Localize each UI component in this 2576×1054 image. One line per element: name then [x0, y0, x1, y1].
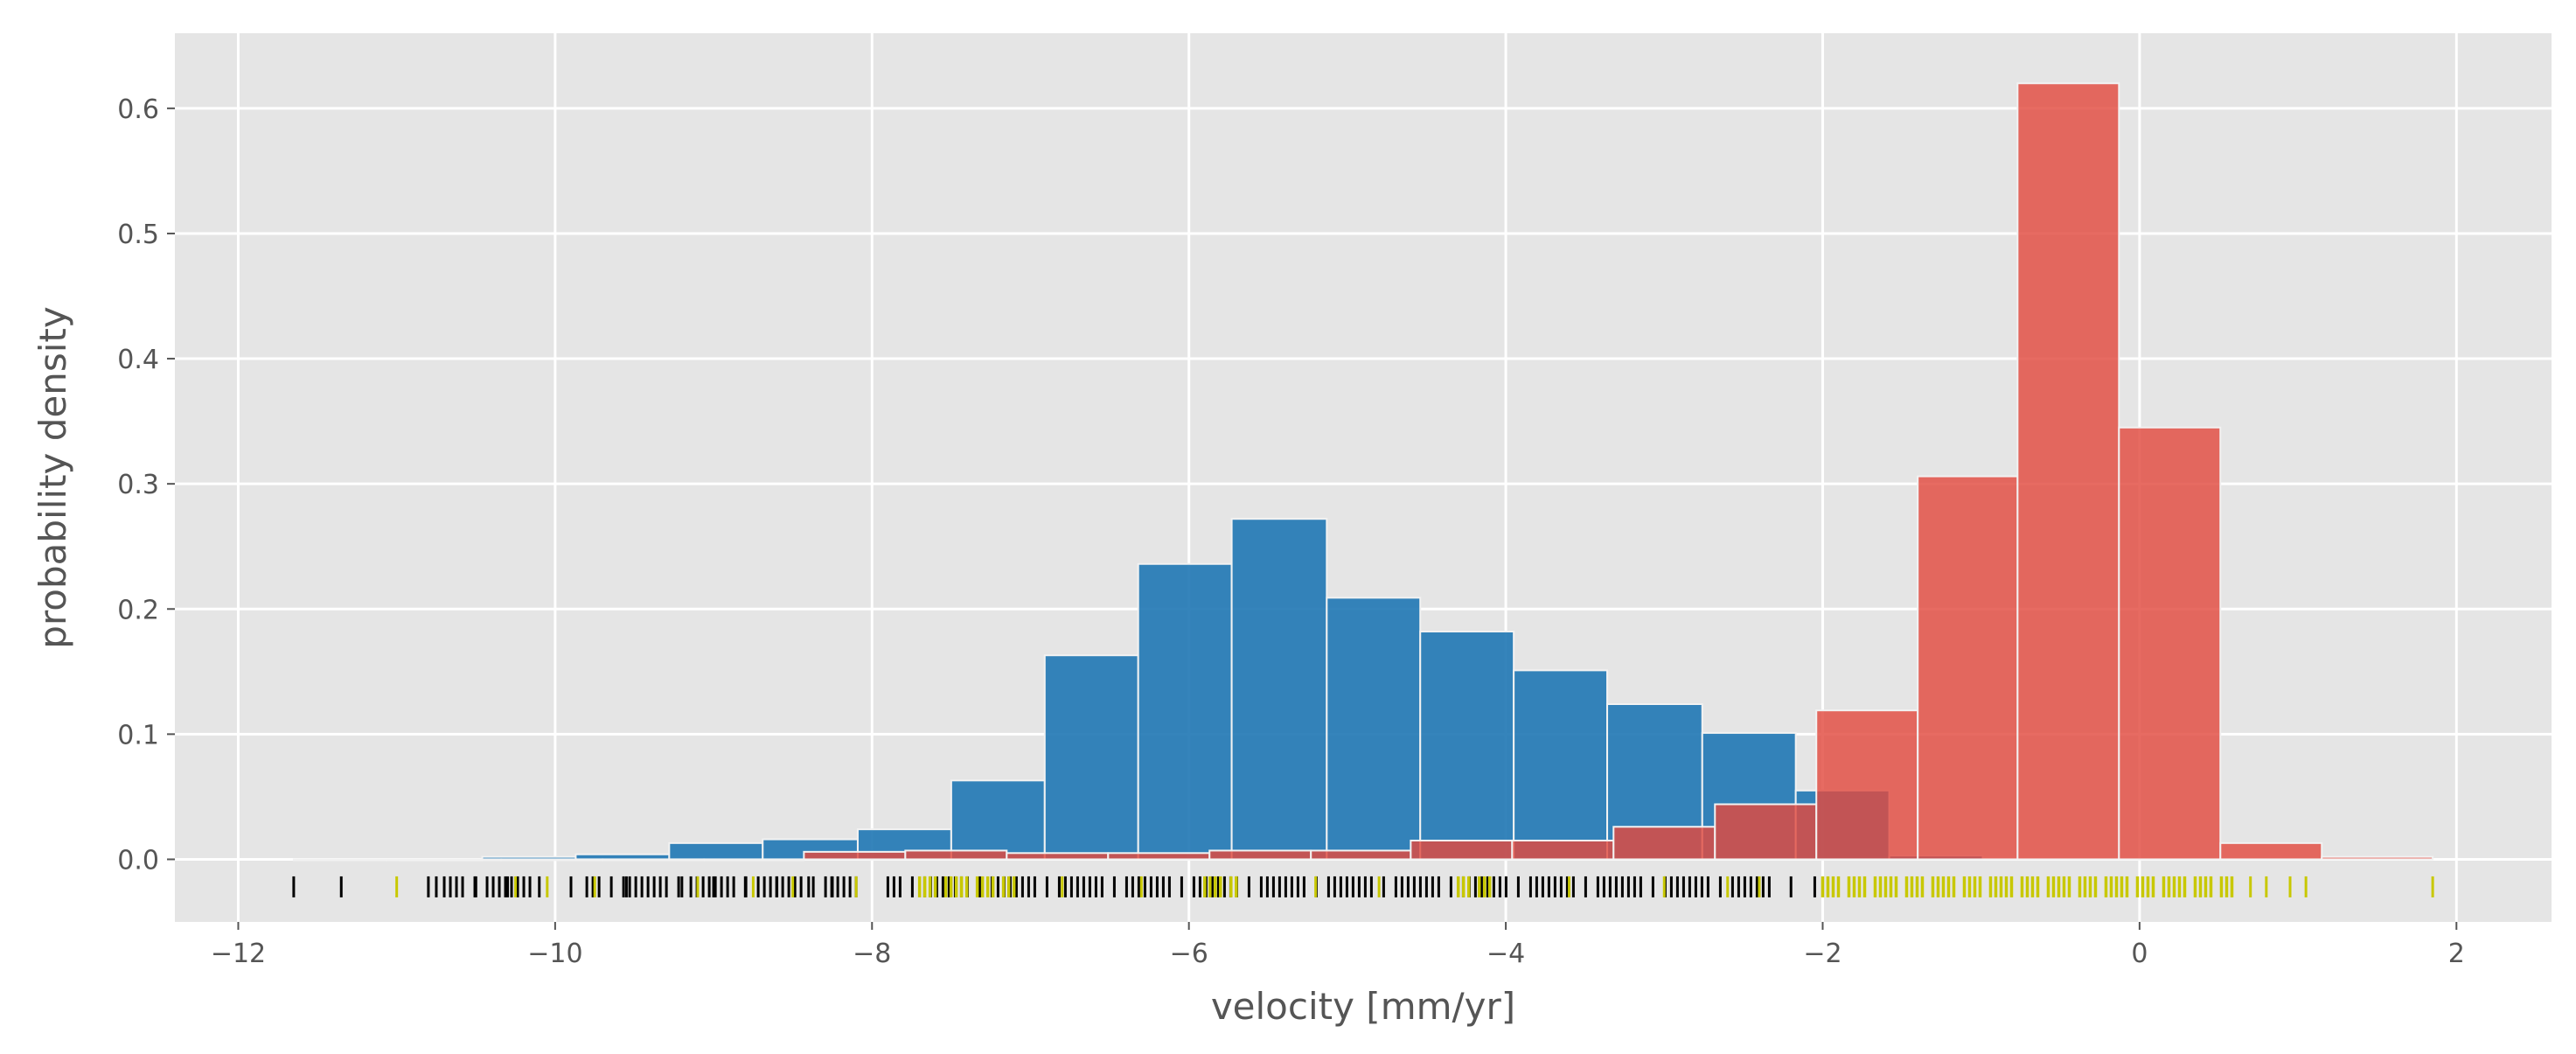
y-tick-label: 0.3	[117, 470, 159, 500]
y-tick-label: 0.2	[117, 595, 159, 625]
histogram-bar-blue	[1419, 631, 1515, 861]
x-tick-label: −10	[527, 939, 582, 969]
histogram-bar-blue	[1513, 669, 1609, 861]
x-axis-label: velocity [mm/yr]	[1211, 985, 1515, 1028]
histogram-bar-red	[1511, 839, 1615, 861]
histogram-bar-blue	[1326, 597, 1422, 861]
histogram-bar-red	[1612, 826, 1716, 861]
histogram-bar-blue	[292, 858, 388, 862]
histogram-bar-red	[1208, 849, 1312, 861]
y-axis-label: probability density	[31, 306, 74, 648]
histogram-bar-red	[2016, 82, 2120, 861]
y-tick-label: 0.4	[117, 345, 159, 375]
histogram-bar-red	[1006, 852, 1110, 861]
histogram-bar-red	[500, 858, 604, 862]
x-tick-label: −12	[211, 939, 266, 969]
histogram-bar-blue	[668, 841, 764, 861]
histogram-bar-blue	[950, 779, 1046, 861]
histogram-bar-red	[1310, 849, 1412, 861]
x-axis-ticks: −12 −10 −8 −6 −4 −2 0 2	[211, 922, 2465, 969]
x-tick-label: −6	[1170, 939, 1208, 969]
histogram-bar-red	[703, 858, 805, 862]
histogram-bar-red	[1917, 475, 2019, 861]
histogram-bar-red	[1107, 852, 1211, 861]
x-tick-label: −8	[853, 939, 891, 969]
histogram-bar-red	[803, 850, 907, 861]
y-tick-label: 0.0	[117, 845, 159, 876]
histogram-bar-blue	[1230, 518, 1328, 861]
histogram-bar-red	[602, 858, 706, 862]
histogram-bar-blue	[1043, 654, 1139, 861]
y-tick-label: 0.6	[117, 94, 159, 125]
x-tick-label: 2	[2448, 939, 2465, 969]
y-tick-label: 0.5	[117, 220, 159, 250]
histogram-bar-red	[2321, 855, 2434, 861]
x-tick-label: 0	[2131, 939, 2148, 969]
histogram-bar-red	[1815, 709, 1919, 861]
histogram-bar-red	[1714, 803, 1818, 861]
histogram-bar-blue	[1137, 562, 1233, 861]
y-axis-ticks: 0.0 0.1 0.2 0.3 0.4 0.5 0.6	[117, 94, 175, 876]
histogram-bar-red	[399, 858, 503, 862]
histogram-bar-red	[2118, 426, 2222, 861]
histogram-bar-red	[1410, 839, 1514, 861]
rug-ticks	[292, 876, 2434, 897]
histogram-bar-red	[2219, 841, 2323, 861]
y-tick-label: 0.1	[117, 720, 159, 750]
histogram-bars	[292, 82, 2434, 862]
x-tick-label: −2	[1803, 939, 1841, 969]
histogram-bar-red	[904, 849, 1008, 861]
x-tick-label: −4	[1486, 939, 1525, 969]
